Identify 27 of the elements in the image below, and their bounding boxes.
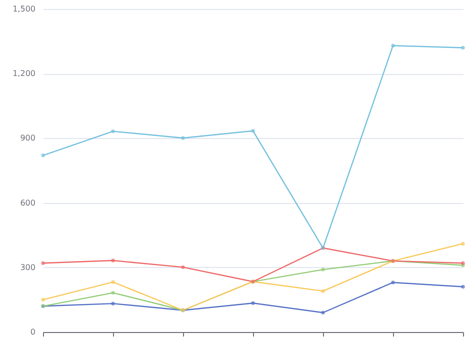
point: [321, 268, 325, 272]
point: [251, 129, 255, 133]
point: [111, 302, 115, 306]
point: [321, 289, 325, 293]
point: [391, 44, 395, 48]
point: [41, 261, 45, 265]
y-tick-label: 1,500: [12, 4, 36, 14]
point: [111, 290, 115, 295]
point: [111, 129, 115, 134]
point: [41, 154, 45, 158]
point: [391, 280, 395, 284]
y-tick-label: 0: [30, 328, 36, 336]
point: [251, 301, 255, 306]
y-tick-label: 900: [20, 134, 36, 143]
point: [321, 310, 325, 314]
point: [111, 280, 115, 284]
y-tick-label: 300: [20, 262, 36, 272]
point: [461, 242, 465, 246]
point: [181, 265, 185, 270]
point: [461, 261, 465, 265]
point: [461, 284, 465, 289]
y-tick-label: 1,200: [12, 69, 36, 78]
point: [181, 136, 185, 140]
y-tick-label: 600: [20, 198, 36, 208]
point: [111, 258, 115, 262]
point: [461, 46, 465, 50]
point: [41, 298, 45, 302]
